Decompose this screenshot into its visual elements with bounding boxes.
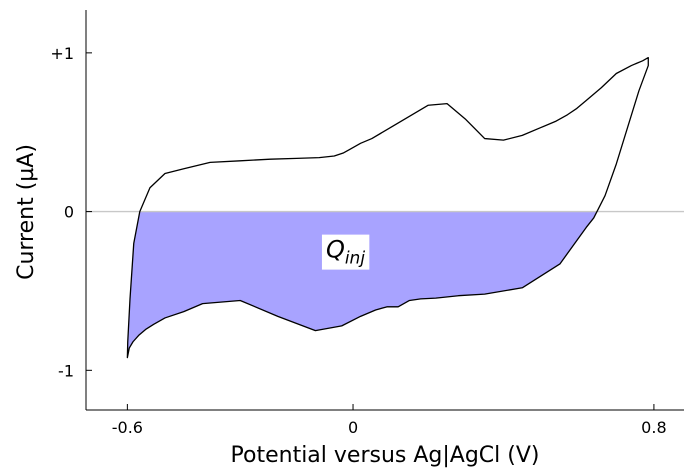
x-axis-title: Potential versus Ag|AgCl (V)	[231, 443, 540, 468]
q-inj-label-background	[321, 234, 370, 270]
x-tick-label: 0	[348, 418, 358, 437]
y-tick-label: +1	[50, 44, 74, 63]
x-tick-label: -0.6	[112, 418, 143, 437]
q-inj-label: Qinj	[326, 236, 365, 269]
charge-injection-area	[127, 211, 597, 358]
y-tick-label: 0	[64, 203, 74, 222]
y-axis-ticks: +1 0 -1	[50, 44, 92, 380]
x-axis-ticks: -0.6 0 0.8	[112, 404, 667, 437]
x-tick-label: 0.8	[641, 418, 666, 437]
cv-curve-series	[126, 56, 649, 359]
q-inj-label-base: Q	[326, 236, 345, 264]
q-inj-label-subscript: inj	[345, 249, 365, 269]
y-tick-label: -1	[58, 361, 74, 380]
y-axis-title: Current (µA)	[14, 144, 39, 280]
plot-background	[86, 10, 684, 410]
